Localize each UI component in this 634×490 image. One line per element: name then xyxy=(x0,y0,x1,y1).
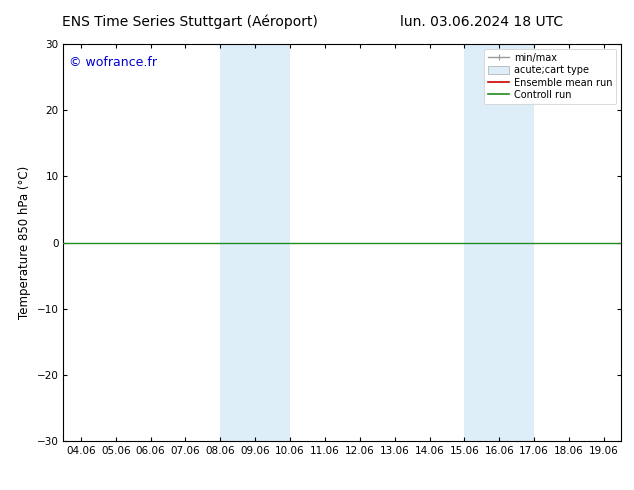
Bar xyxy=(464,44,500,441)
Text: lun. 03.06.2024 18 UTC: lun. 03.06.2024 18 UTC xyxy=(400,15,564,29)
Bar xyxy=(221,44,255,441)
Legend: min/max, acute;cart type, Ensemble mean run, Controll run: min/max, acute;cart type, Ensemble mean … xyxy=(484,49,616,104)
Text: ENS Time Series Stuttgart (Aéroport): ENS Time Series Stuttgart (Aéroport) xyxy=(62,15,318,29)
Bar xyxy=(500,44,534,441)
Bar xyxy=(255,44,290,441)
Text: © wofrance.fr: © wofrance.fr xyxy=(69,56,157,69)
Y-axis label: Temperature 850 hPa (°C): Temperature 850 hPa (°C) xyxy=(18,166,31,319)
